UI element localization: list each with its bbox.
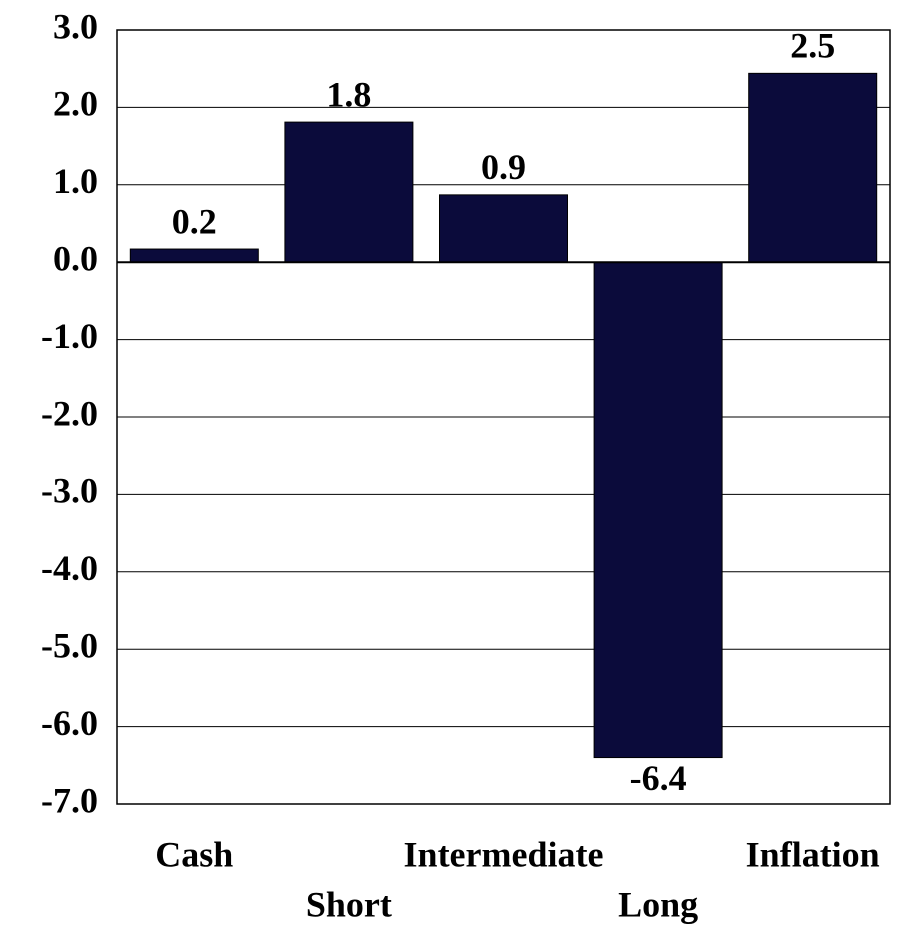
y-tick-label: -5.0	[41, 625, 98, 665]
y-tick-label: -7.0	[41, 780, 98, 820]
bar	[129, 248, 259, 263]
bar	[748, 72, 878, 263]
x-tick-label: Short	[306, 884, 392, 924]
value-label: 0.2	[172, 201, 217, 241]
value-label: 2.5	[790, 26, 835, 66]
y-tick-label: 2.0	[53, 84, 98, 124]
x-tick-label: Long	[618, 884, 698, 924]
y-tick-label: -4.0	[41, 548, 98, 588]
x-tick-label: Intermediate	[404, 834, 604, 874]
value-label: -6.4	[630, 758, 687, 798]
y-tick-label: -3.0	[41, 471, 98, 511]
y-tick-label: 3.0	[53, 6, 98, 46]
value-label: 0.9	[481, 147, 526, 187]
x-tick-label: Inflation	[746, 834, 880, 874]
y-tick-label: 0.0	[53, 238, 98, 278]
plot-frame	[116, 29, 891, 805]
y-tick-label: -2.0	[41, 393, 98, 433]
bar	[284, 121, 414, 263]
y-tick-label: -1.0	[41, 316, 98, 356]
value-label: 1.8	[326, 74, 371, 114]
bar	[439, 194, 568, 263]
y-tick-label: 1.0	[53, 161, 98, 201]
y-tick-label: -6.0	[41, 703, 98, 743]
x-tick-label: Cash	[155, 834, 233, 874]
bar	[593, 261, 723, 759]
